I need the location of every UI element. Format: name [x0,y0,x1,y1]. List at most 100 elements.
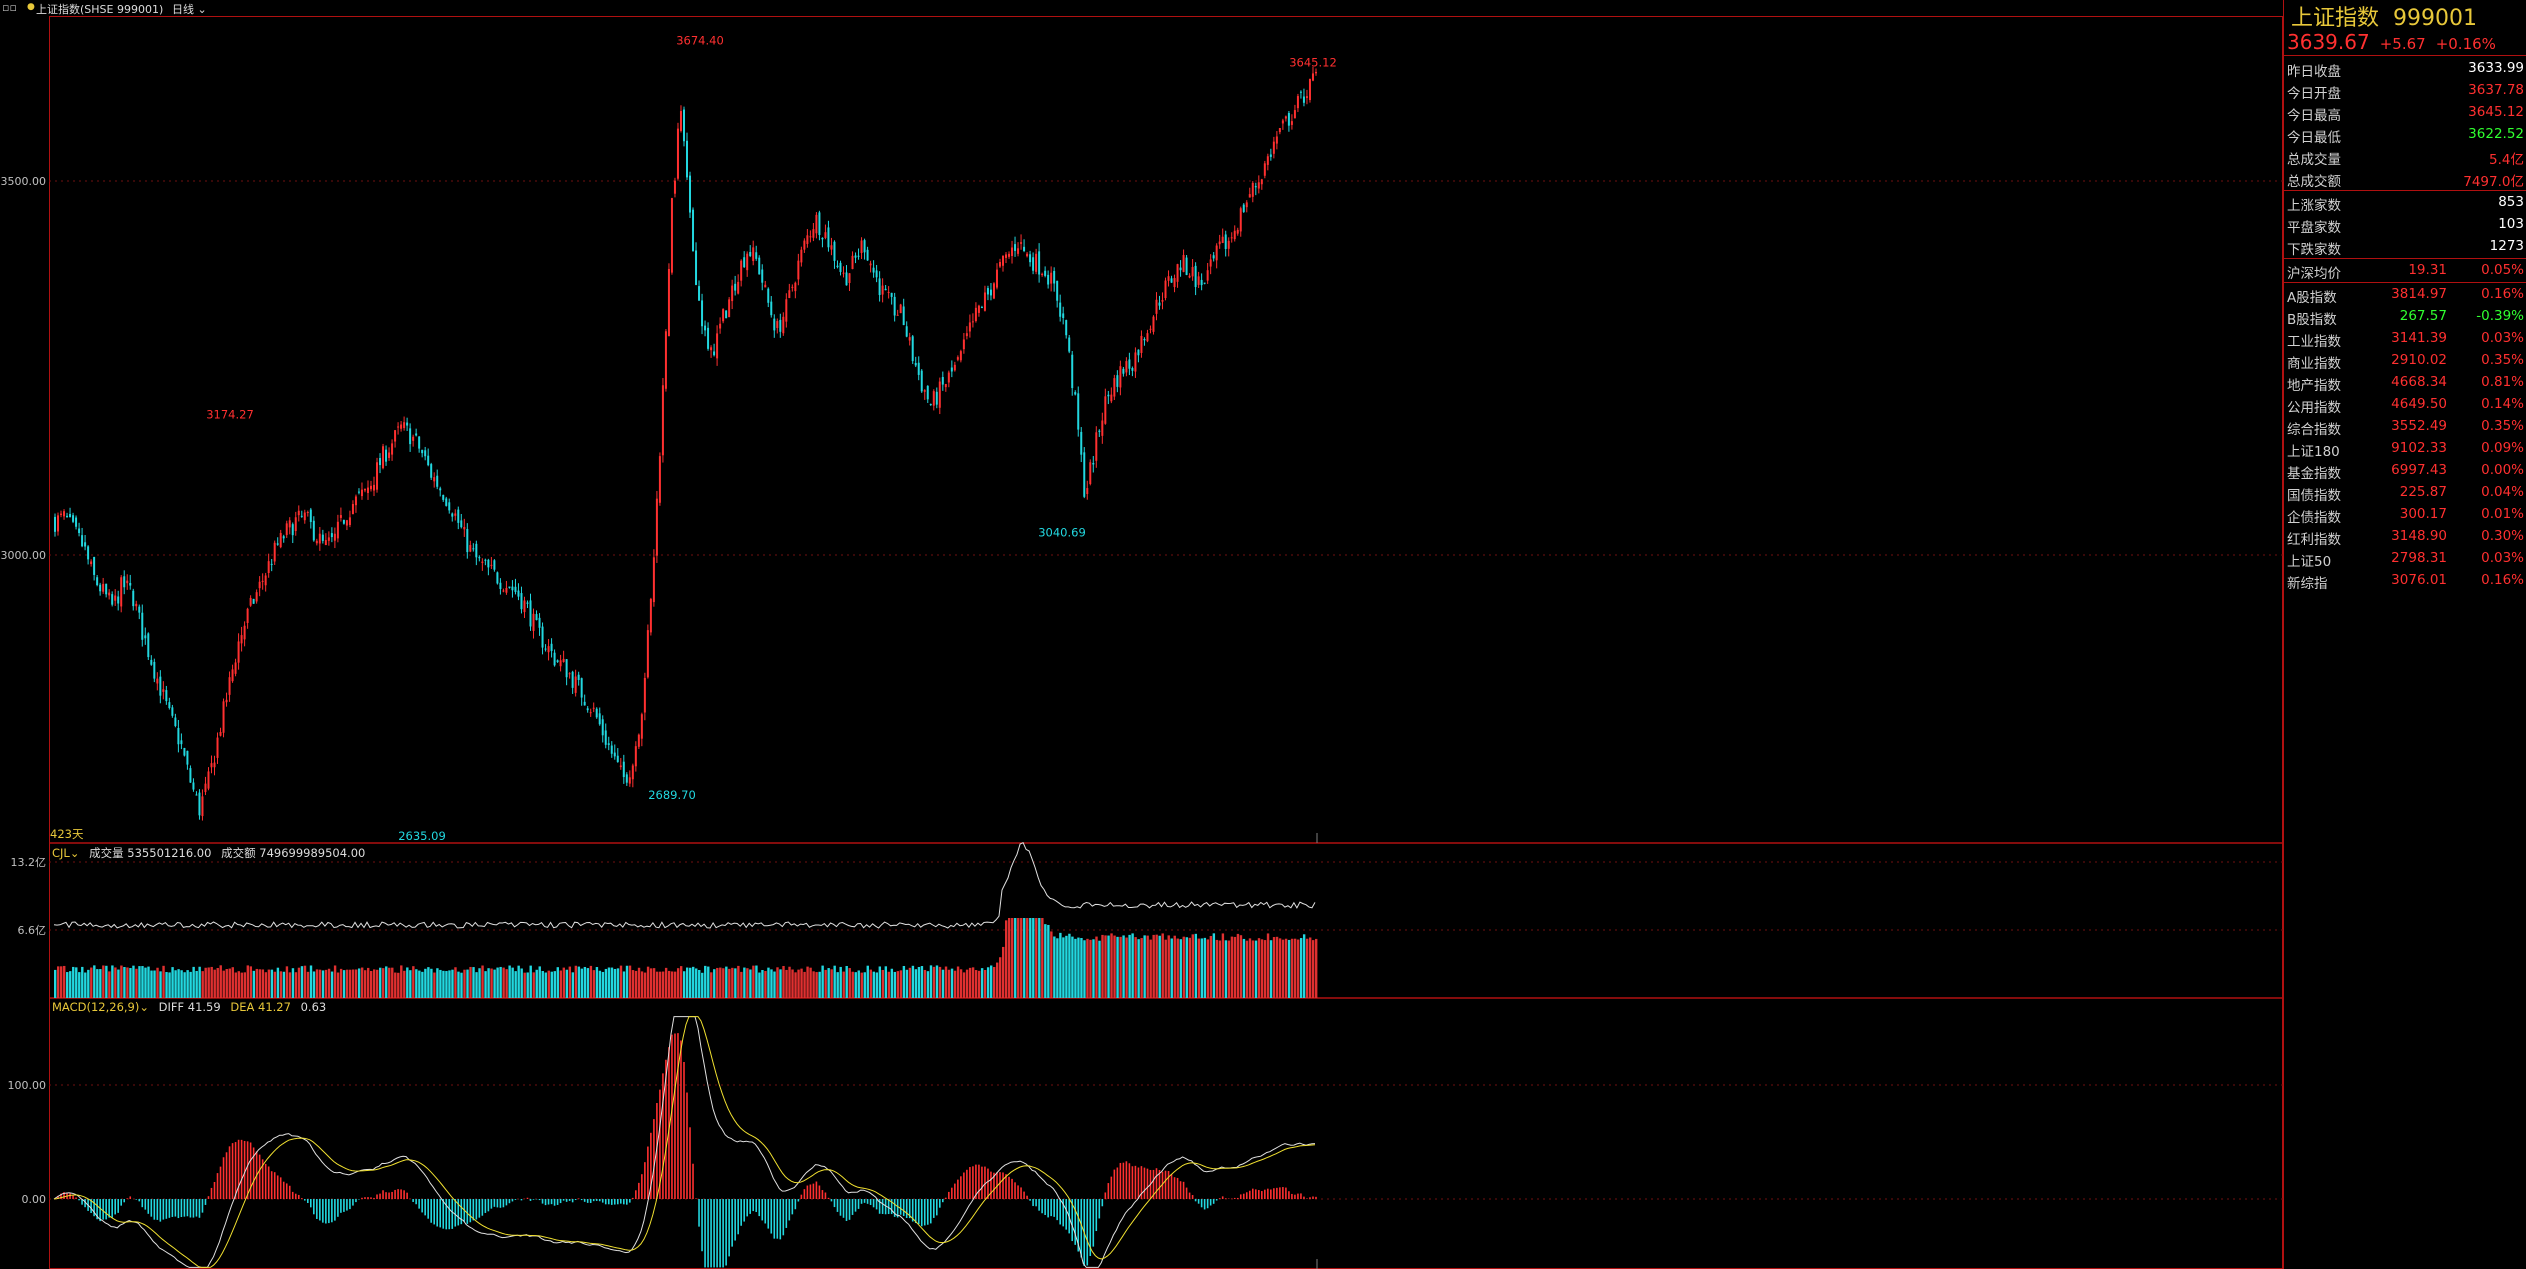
volume-bar [740,971,743,998]
candle-body [1194,265,1197,288]
quote-row[interactable]: 工业指数 3141.39 0.03% [2283,327,2526,350]
candle-body [863,240,866,253]
candle-body [1236,229,1239,234]
volume-bar [439,969,442,998]
volume-bar [1182,936,1185,998]
quote-row[interactable]: A股指数 3814.97 0.16% [2283,283,2526,306]
quote-row[interactable]: 今日开盘 3637.78 [2283,79,2526,102]
volume-bar [1140,938,1143,998]
instrument-label[interactable]: 上证指数(SHSE 999001) [36,3,164,16]
period-selector[interactable]: 日线 ⌄ [172,1,207,17]
volume-bar [532,972,535,998]
macd-tick-label: 0.00 [22,1193,47,1206]
volume-bar [376,969,379,998]
volume-bar [348,969,352,998]
quote-row[interactable]: 上涨家数 853 [2283,191,2526,214]
row-value: 853 [2498,194,2524,210]
volume-bar [797,969,800,998]
volume-bar [944,966,948,998]
quote-row[interactable]: B股指数 267.57 -0.39% [2283,305,2526,328]
volume-bar [619,965,623,998]
candle-body [354,496,357,506]
volume-bar [246,965,250,998]
macd-indicator-name[interactable]: MACD(12,26,9) [52,1000,140,1014]
candle-body [673,180,676,194]
candle-body [156,678,159,684]
quote-row[interactable]: 上证180 9102.33 0.09% [2283,437,2526,460]
candle-body [884,288,887,291]
candle-body [192,782,195,790]
volume-bar [1179,939,1182,998]
candle-body [556,660,559,663]
volume-bar [126,967,129,998]
quote-row[interactable]: 沪深均价 19.31 0.05% [2283,259,2526,282]
chevron-down-icon[interactable]: ⌄ [139,1000,149,1014]
quote-row[interactable]: 新综指 3076.01 0.16% [2283,569,2526,592]
volume-bar [129,968,132,998]
chevron-down-icon[interactable]: ⌄ [69,846,80,860]
volume-bar [150,970,153,998]
quote-row[interactable]: 昨日收盘 3633.99 [2283,57,2526,80]
volume-bar [1029,918,1032,998]
volume-bar [1254,940,1258,998]
candle-body [321,534,324,541]
volume-bar [484,971,487,998]
quote-row[interactable]: 今日最低 3622.52 [2283,123,2526,146]
volume-bar [469,966,472,998]
quote-row[interactable]: 下跌家数 1273 [2283,235,2526,258]
window-controls-icon[interactable]: ▫▫ [2,1,17,14]
candle-body [102,583,105,592]
quote-row[interactable]: 基金指数 6997.43 0.00% [2283,459,2526,482]
candle-body [854,255,857,258]
volume-bar [165,972,168,998]
quote-row[interactable]: 平盘家数 103 [2283,213,2526,236]
candle-body [357,491,360,493]
quote-row[interactable]: 地产指数 4668.34 0.81% [2283,371,2526,394]
quote-row[interactable]: 国债指数 225.87 0.04% [2283,481,2526,504]
quote-row[interactable]: 公用指数 4649.50 0.14% [2283,393,2526,416]
quote-row[interactable]: 总成交量 5.4亿 [2283,145,2526,168]
volume-indicator-name[interactable]: CJL [52,846,70,860]
row-label: 地产指数 [2287,378,2341,394]
candle-body [827,227,830,248]
candle-body [336,521,339,539]
quote-price-row: 3639.67 +5.67 +0.16% [2287,30,2506,54]
volume-bar [1065,935,1068,998]
quote-row[interactable]: 商业指数 2910.02 0.35% [2283,349,2526,372]
volume-bar [270,969,274,998]
volume-bar [231,967,234,998]
quote-row[interactable]: 上证50 2798.31 0.03% [2283,547,2526,570]
quote-row[interactable]: 企债指数 300.17 0.01% [2283,503,2526,526]
candle-body [150,659,153,665]
quote-row[interactable]: 红利指数 3148.90 0.30% [2283,525,2526,548]
volume-bar [1200,938,1204,998]
candle-body [228,677,231,695]
candle-body [1173,278,1176,288]
row-label: 总成交量 [2287,152,2341,168]
volume-bar [330,971,334,998]
volume-bar [716,967,719,998]
volume-bar [502,967,505,998]
volume-bar [192,966,195,998]
candle-body [974,307,977,322]
candle-body [776,321,779,328]
candle-body [360,489,363,497]
volume-bar [1011,918,1014,998]
candle-body [983,292,986,311]
volume-bar [565,969,569,998]
volume-bar [339,968,343,998]
candle-body [559,660,562,667]
candle-body [1143,339,1146,341]
candle-body [400,424,403,429]
candle-body [517,590,520,597]
quote-row[interactable]: 今日最高 3645.12 [2283,101,2526,124]
candle-body [752,247,755,262]
candle-body [634,746,637,767]
volume-bar [637,967,641,998]
quote-row[interactable]: 总成交额 7497.0亿 [2283,167,2526,190]
candle-body [920,370,923,392]
price-annotation: 3645.12 [1289,55,1337,69]
quote-row[interactable]: 综合指数 3552.49 0.35% [2283,415,2526,438]
volume-bar [415,969,418,998]
chart-canvas[interactable]: 3500.00 3000.00 3174.27 2635.09 3674.40 2689… [0,0,2283,1269]
